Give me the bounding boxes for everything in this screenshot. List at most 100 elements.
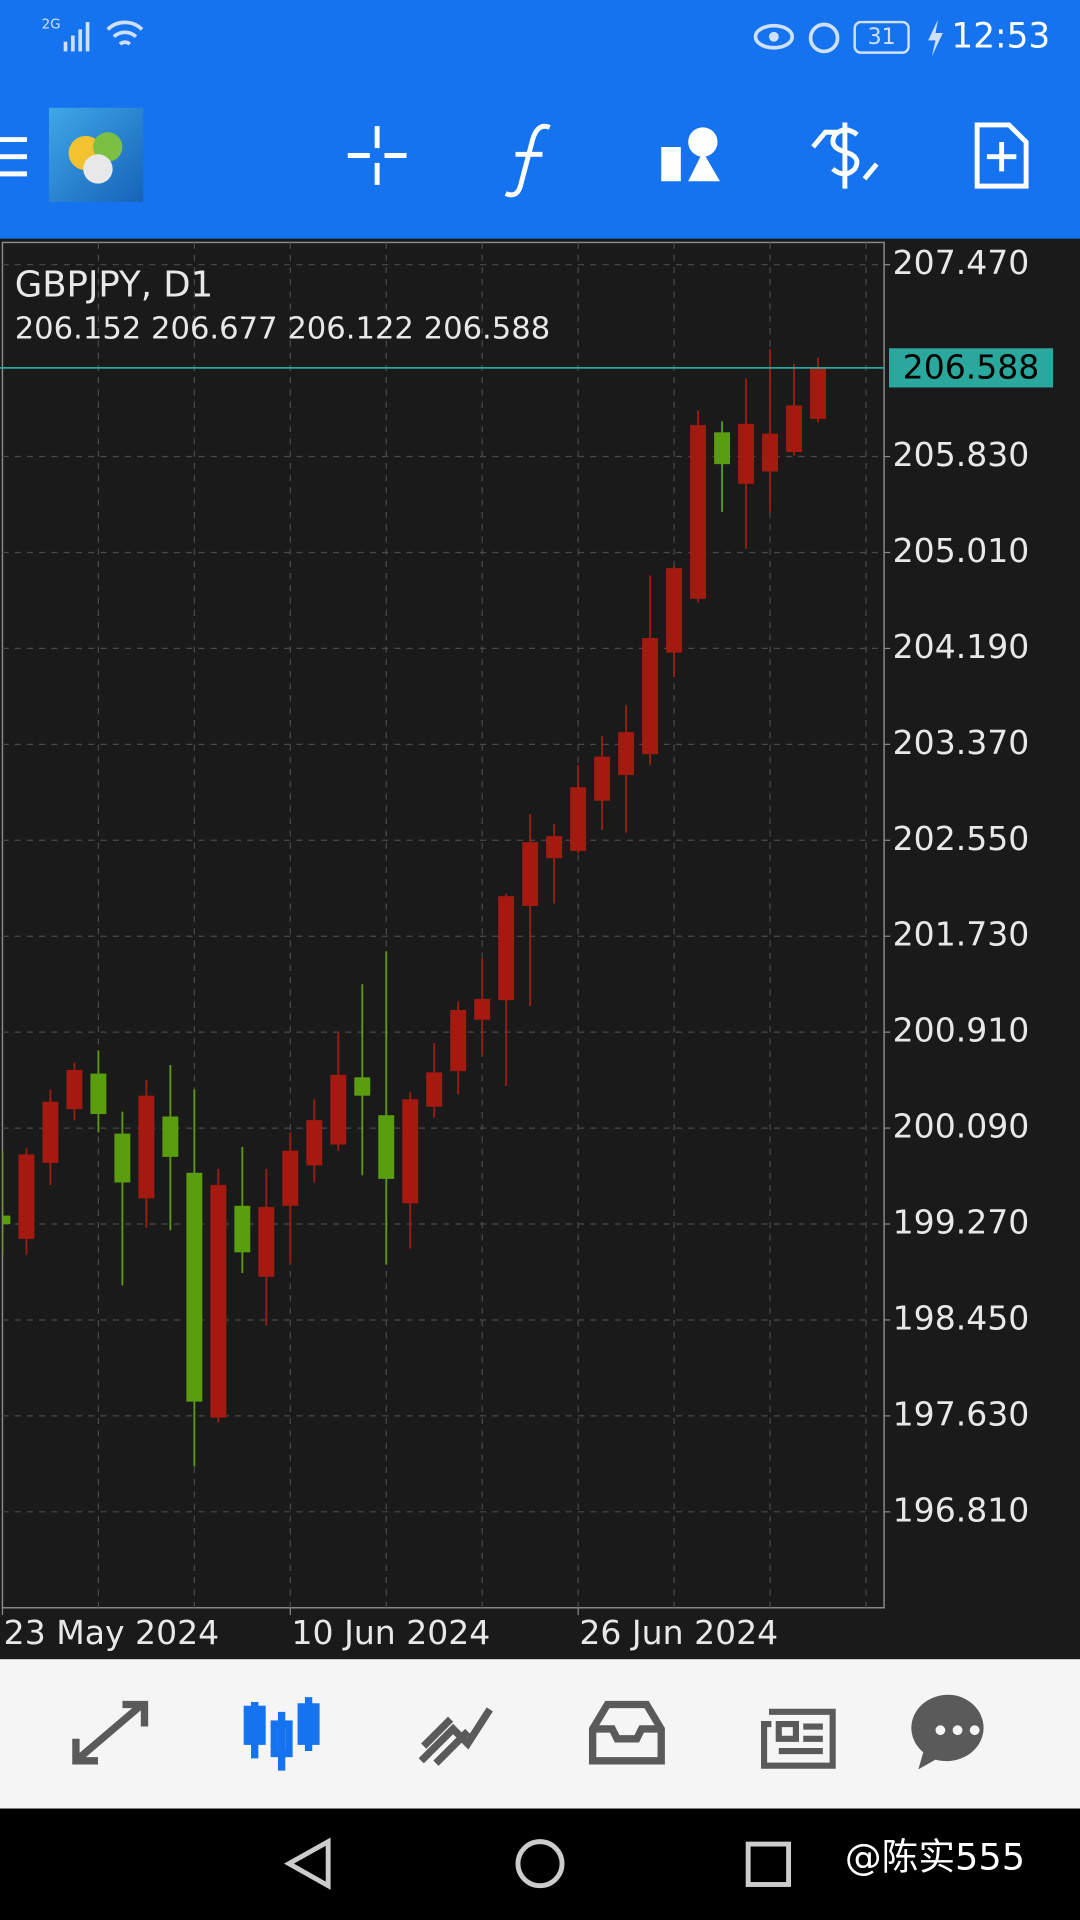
x-tick-label: 23 May 2024 xyxy=(4,1613,219,1652)
y-tick-label: 207.470 xyxy=(893,243,1030,282)
candle-body xyxy=(186,1172,203,1402)
price-tag xyxy=(888,348,1054,388)
candle-body xyxy=(66,1069,83,1110)
chart-tab[interactable] xyxy=(243,1697,320,1771)
candle-body xyxy=(498,896,515,1001)
candle-body xyxy=(330,1074,347,1145)
back-button[interactable] xyxy=(283,1837,331,1890)
objects-button[interactable] xyxy=(661,127,720,182)
chart-area xyxy=(0,238,1080,1660)
candle-body xyxy=(690,425,707,599)
quotes-tab[interactable] xyxy=(72,1700,149,1765)
candle-body xyxy=(426,1072,443,1107)
app-logo[interactable] xyxy=(48,107,144,203)
price-tag-label: 206.588 xyxy=(903,348,1040,387)
candle-body xyxy=(474,998,491,1020)
news-tab[interactable] xyxy=(761,1708,836,1769)
ohlc-readout: 206.152 206.677 206.122 206.588 xyxy=(15,311,551,346)
low-value: 206.122 xyxy=(287,311,414,346)
messages-tab[interactable] xyxy=(911,1694,984,1770)
y-tick-label: 197.630 xyxy=(893,1394,1030,1433)
axes: 207.470 205.830 205.010 204.190 203.370 202.5… xyxy=(0,243,1054,1652)
battery-icon xyxy=(853,20,910,54)
history-tab[interactable] xyxy=(588,1700,665,1765)
candle-body xyxy=(354,1077,371,1096)
y-tick-label: 205.830 xyxy=(893,435,1030,474)
crosshair-button[interactable] xyxy=(347,126,407,185)
y-tick-label: 199.270 xyxy=(893,1203,1030,1242)
candle-body xyxy=(2,1215,11,1225)
y-tick-label: 198.450 xyxy=(893,1298,1030,1337)
y-tick-label: 203.370 xyxy=(893,723,1030,762)
watermark: @陈实555 xyxy=(845,1835,1025,1878)
eye-pupil xyxy=(768,31,779,42)
candle-body xyxy=(210,1184,227,1418)
recents-button[interactable] xyxy=(745,1841,792,1887)
signal-bar xyxy=(71,35,75,52)
candle-body xyxy=(90,1073,107,1115)
charging-icon xyxy=(928,19,943,57)
y-tick-label: 205.010 xyxy=(893,531,1030,570)
candle-body xyxy=(378,1115,395,1179)
plot-frame xyxy=(1,241,885,1609)
status-bar: 2G 31 12:53 xyxy=(42,16,1051,56)
open-value: 206.152 xyxy=(15,311,142,346)
eye-icon xyxy=(753,23,795,50)
candle-body xyxy=(618,732,635,776)
y-tick-label: 196.810 xyxy=(893,1490,1030,1529)
signal-bar xyxy=(78,29,83,52)
candle-body xyxy=(786,405,803,452)
toolbar xyxy=(0,107,1029,203)
battery-level: 31 xyxy=(868,25,896,50)
home-button[interactable] xyxy=(515,1839,565,1889)
candle-body xyxy=(234,1205,251,1253)
menu-button[interactable] xyxy=(0,137,27,177)
candle-body xyxy=(522,842,539,906)
wifi-icon xyxy=(106,20,144,46)
signal-bar xyxy=(63,41,68,52)
candle-body xyxy=(162,1116,179,1157)
trade-button[interactable] xyxy=(811,122,879,189)
trade-tab[interactable] xyxy=(418,1707,493,1766)
alarm-icon xyxy=(808,22,840,54)
y-tick-label: 200.910 xyxy=(893,1011,1030,1050)
candle-body xyxy=(762,433,779,472)
candle-body xyxy=(450,1010,467,1072)
candle-body xyxy=(642,638,659,755)
candle-body xyxy=(114,1133,131,1183)
candle-body xyxy=(306,1120,323,1166)
x-tick-label: 10 Jun 2024 xyxy=(292,1613,491,1652)
candle-body xyxy=(402,1099,419,1204)
candle-body xyxy=(666,568,683,653)
candle-body xyxy=(594,756,611,801)
candle-body xyxy=(138,1095,155,1199)
candle-body xyxy=(18,1154,35,1239)
y-tick-label: 200.090 xyxy=(893,1107,1030,1146)
bottom-nav xyxy=(0,1659,1080,1809)
indicators-button[interactable] xyxy=(504,123,551,198)
grid xyxy=(2,242,885,1608)
candles xyxy=(2,349,826,1467)
high-value: 206.677 xyxy=(151,311,278,346)
y-tick-label: 202.550 xyxy=(893,819,1030,858)
chart-title: GBPJPY, D1 xyxy=(15,265,214,306)
clock: 12:53 xyxy=(951,16,1050,56)
new-order-button[interactable] xyxy=(974,122,1029,189)
y-tick-label: 201.730 xyxy=(893,915,1030,954)
candle-body xyxy=(546,836,563,859)
candle-body xyxy=(738,423,755,484)
candle-body xyxy=(282,1150,299,1206)
candle-body xyxy=(570,787,587,851)
candle-body xyxy=(42,1101,59,1163)
system-nav xyxy=(0,1808,1080,1920)
candle-body xyxy=(258,1207,275,1277)
signal-bar xyxy=(85,22,90,52)
network-label: 2G xyxy=(42,17,61,32)
app-bar xyxy=(0,0,1080,239)
candle-body xyxy=(810,367,826,419)
candle-body xyxy=(714,432,731,465)
x-tick-label: 26 Jun 2024 xyxy=(579,1613,778,1652)
y-tick-label: 204.190 xyxy=(893,627,1030,666)
